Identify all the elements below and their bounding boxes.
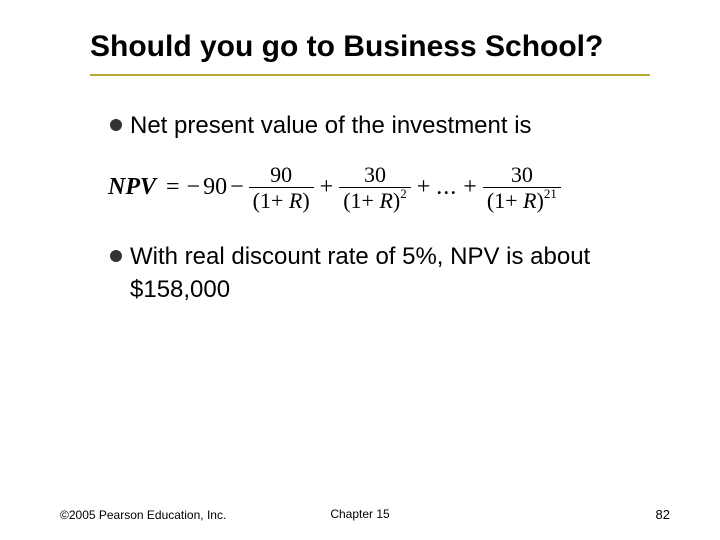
fraction-1-num: 90 <box>266 162 296 187</box>
formula-block: NPV = − 90 − 90 (1+ R) + 30 (1+ R)2 + ..… <box>108 162 660 214</box>
fraction-2: 30 (1+ R)2 <box>339 162 411 214</box>
slide-title: Should you go to Business School? <box>90 28 660 66</box>
bullet-item-2: With real discount rate of 5%, NPV is ab… <box>90 241 660 306</box>
footer-chapter: Chapter 15 <box>330 507 389 521</box>
footer-copyright: ©2005 Pearson Education, Inc. <box>60 508 226 522</box>
slide-footer: ©2005 Pearson Education, Inc. Chapter 15… <box>0 507 720 522</box>
exp-21: 21 <box>544 186 557 201</box>
equals-sign: = <box>166 174 180 201</box>
footer-page-number: 82 <box>656 507 670 522</box>
formula-lhs: NPV <box>108 174 156 201</box>
exp-2: 2 <box>400 186 407 201</box>
first-term: 90 <box>203 174 227 201</box>
ellipsis: ... <box>436 174 457 201</box>
fraction-2-den: (1+ R)2 <box>339 187 411 213</box>
title-underline <box>90 74 650 76</box>
fraction-n: 30 (1+ R)21 <box>483 162 561 214</box>
bullet-text-2: With real discount rate of 5%, NPV is ab… <box>130 241 660 306</box>
bullet-dot-icon <box>110 250 122 262</box>
bullet-text-1: Net present value of the investment is <box>130 110 532 142</box>
slide: Should you go to Business School? Net pr… <box>0 0 720 540</box>
minus-sign: − <box>230 174 244 201</box>
plus-sign: + <box>320 174 334 201</box>
fraction-1: 90 (1+ R) <box>249 162 314 214</box>
minus-sign: − <box>187 174 201 201</box>
bullet-item-1: Net present value of the investment is <box>90 110 660 142</box>
npv-formula: NPV = − 90 − 90 (1+ R) + 30 (1+ R)2 + ..… <box>108 162 660 214</box>
fraction-n-num: 30 <box>507 162 537 187</box>
bullet-dot-icon <box>110 119 122 131</box>
fraction-n-den: (1+ R)21 <box>483 187 561 213</box>
plus-sign: + <box>463 174 477 201</box>
fraction-1-den: (1+ R) <box>249 187 314 213</box>
plus-sign: + <box>417 174 431 201</box>
fraction-2-num: 30 <box>360 162 390 187</box>
